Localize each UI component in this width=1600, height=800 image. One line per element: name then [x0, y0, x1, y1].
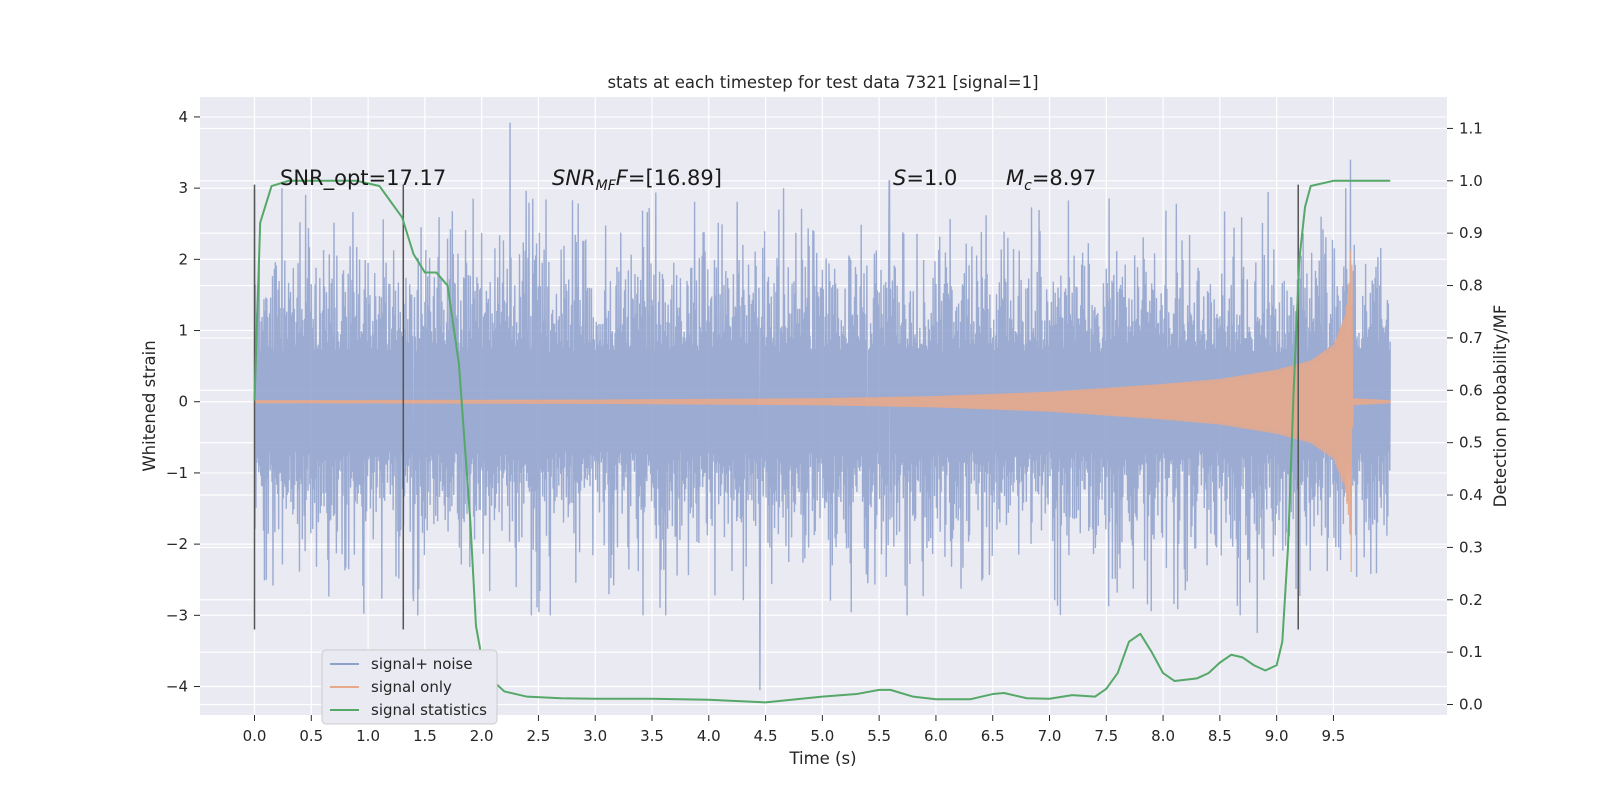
- x-tick-label: 5.5: [867, 727, 891, 745]
- annotation-snr-opt: SNR_opt=17.17: [280, 166, 446, 191]
- legend: signal+ noise signal only signal statist…: [321, 649, 498, 725]
- y-tick-label: 0: [178, 393, 188, 411]
- x-tick-label: 9.0: [1265, 727, 1289, 745]
- signal-statistics-line: [253, 179, 1391, 704]
- y2-tick-label: 0.1: [1459, 643, 1483, 661]
- y2-tick-label: 0.4: [1459, 486, 1483, 504]
- y2-axis-ticks: 1.1 1.0 0.9 0.8 0.7 0.6 0.5 0.4 0.3 0.2 0.1 0.0: [1447, 119, 1483, 714]
- x-tick-label: 0.5: [299, 727, 323, 745]
- x-tick-label: 8.0: [1151, 727, 1175, 745]
- y2-tick-label: 0.9: [1459, 224, 1483, 242]
- y-tick-label: 1: [178, 322, 188, 340]
- x-tick-label: 0.0: [243, 727, 267, 745]
- signal-noise-line: [253, 122, 1391, 691]
- y2-tick-label: 0.5: [1459, 434, 1483, 452]
- legend-label-signal-only: signal only: [371, 678, 452, 696]
- series-signal-noise: [253, 122, 1391, 691]
- y2-axis-label: Detection probability/MF: [1491, 305, 1510, 508]
- y-tick-label: −3: [166, 606, 188, 624]
- series-signal-only: [253, 250, 1391, 572]
- x-tick-label: 8.5: [1208, 727, 1232, 745]
- x-axis-ticks: 0.0 0.5 1.0 1.5 2.0 2.5 3.0 3.5 4.0 4.5 5.0 5.5 6.0 6…: [243, 715, 1346, 745]
- x-tick-label: 6.5: [981, 727, 1005, 745]
- x-tick-label: 2.0: [470, 727, 494, 745]
- x-tick-label: 4.0: [697, 727, 721, 745]
- y2-tick-label: 0.6: [1459, 381, 1483, 399]
- x-tick-label: 3.5: [640, 727, 664, 745]
- y2-tick-label: 1.1: [1459, 119, 1483, 137]
- annotation-mc: Mc=8.97: [1006, 166, 1096, 194]
- x-tick-label: 4.5: [754, 727, 778, 745]
- y-tick-label: −2: [166, 535, 188, 553]
- y2-tick-label: 1.0: [1459, 172, 1483, 190]
- series-signal-statistics: [253, 179, 1391, 704]
- annotation-s: S=1.0: [893, 166, 957, 190]
- y2-tick-label: 0.0: [1459, 696, 1483, 714]
- y-tick-label: 4: [178, 108, 188, 126]
- x-axis-label: Time (s): [788, 749, 856, 768]
- y2-tick-label: 0.7: [1459, 329, 1483, 347]
- y2-tick-label: 0.3: [1459, 538, 1483, 556]
- y-axis-ticks: 4 3 2 1 0 −1 −2 −3 −4: [166, 108, 200, 696]
- y2-tick-label: 0.2: [1459, 591, 1483, 609]
- x-tick-label: 6.0: [924, 727, 948, 745]
- legend-label-signal-noise: signal+ noise: [371, 655, 473, 673]
- signal-only-line: [253, 250, 1391, 572]
- y-tick-label: 2: [178, 250, 188, 268]
- x-tick-label: 1.0: [356, 727, 380, 745]
- x-tick-label: 7.0: [1038, 727, 1062, 745]
- y2-tick-label: 0.8: [1459, 277, 1483, 295]
- chart-title: stats at each timestep for test data 732…: [607, 73, 1038, 92]
- legend-box: [321, 649, 498, 725]
- legend-label-signal-statistics: signal statistics: [371, 701, 487, 719]
- x-tick-label: 5.0: [810, 727, 834, 745]
- annotation-snr-mf: SNRMFF=[16.89]: [552, 166, 722, 194]
- x-tick-label: 1.5: [413, 727, 437, 745]
- x-tick-label: 3.0: [583, 727, 607, 745]
- x-tick-label: 9.5: [1322, 727, 1346, 745]
- y-tick-label: −4: [166, 678, 188, 696]
- x-tick-label: 2.5: [527, 727, 551, 745]
- vertical-markers: [253, 184, 1299, 630]
- y-axis-label: Whitened strain: [140, 340, 159, 471]
- y-tick-label: 3: [178, 179, 188, 197]
- y-tick-label: −1: [166, 464, 188, 482]
- x-tick-label: 7.5: [1094, 727, 1118, 745]
